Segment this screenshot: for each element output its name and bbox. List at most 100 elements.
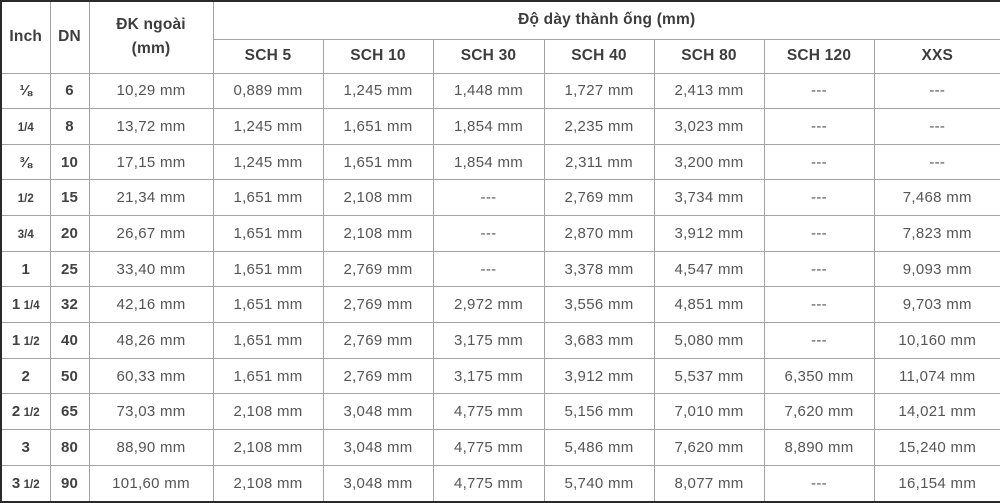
cell-outer-diameter: 48,26 mm	[88, 322, 214, 359]
cell-dn: 6	[49, 72, 90, 110]
cell-sch-sch-120: ---	[763, 143, 875, 181]
inch-whole: ⅜	[19, 153, 33, 171]
cell-sch-sch-40: 2,311 mm	[543, 143, 655, 181]
cell-sch-sch-5: 1,245 mm	[212, 108, 324, 145]
inch-fraction: 3/4	[17, 228, 34, 241]
cell-sch-sch-80: 7,010 mm	[653, 393, 765, 431]
header-wall-thickness-group: Độ dày thành ống (mm)	[212, 0, 1000, 40]
cell-sch-sch-120: 7,620 mm	[763, 393, 875, 431]
table-row: 3 1/2 90 101,60 mm 2,108 mm 3,048 mm 4,775 mm…	[0, 464, 1000, 503]
cell-sch-sch-80: 7,620 mm	[653, 429, 765, 466]
cell-sch-sch-40: 3,556 mm	[543, 286, 655, 324]
cell-sch-xxs: 10,160 mm	[873, 322, 1000, 359]
cell-sch-sch-10: 1,245 mm	[322, 72, 434, 110]
cell-sch-sch-40: 3,683 mm	[543, 322, 655, 359]
inch-fraction: 1/2	[20, 478, 40, 491]
cell-inch: 1 1/2	[0, 322, 51, 359]
cell-sch-sch-30: 2,972 mm	[432, 286, 545, 324]
cell-sch-sch-30: 1,854 mm	[432, 143, 545, 181]
inch-fraction: 1/2	[20, 407, 40, 420]
cell-outer-diameter: 26,67 mm	[88, 215, 214, 252]
header-dn: DN	[49, 0, 90, 74]
cell-sch-sch-10: 3,048 mm	[322, 464, 434, 503]
cell-sch-sch-80: 5,537 mm	[653, 357, 765, 395]
cell-sch-xxs: 14,021 mm	[873, 393, 1000, 431]
cell-sch-sch-80: 3,734 mm	[653, 179, 765, 217]
inch-whole: 1	[21, 260, 31, 278]
cell-inch: ⅜	[0, 143, 51, 181]
cell-sch-sch-120: ---	[763, 286, 875, 324]
cell-sch-sch-30: 1,854 mm	[432, 108, 545, 145]
cell-sch-sch-5: 2,108 mm	[212, 393, 324, 431]
table-row: ⅛ 6 10,29 mm 0,889 mm 1,245 mm 1,448 mm 1,727 …	[0, 72, 1000, 110]
cell-sch-sch-40: 2,235 mm	[543, 108, 655, 145]
header-sch-120: SCH 120	[763, 38, 875, 74]
table-row: ⅜ 10 17,15 mm 1,245 mm 1,651 mm 1,854 mm 2,311…	[0, 143, 1000, 181]
inch-whole: 2	[11, 403, 21, 421]
cell-inch: 1/4	[0, 108, 51, 145]
cell-sch-sch-120: ---	[763, 72, 875, 110]
inch-fraction: 1/2	[17, 193, 34, 206]
cell-sch-sch-10: 2,108 mm	[322, 179, 434, 217]
cell-sch-sch-5: 1,651 mm	[212, 357, 324, 395]
cell-sch-sch-30: ---	[432, 179, 545, 217]
cell-dn: 50	[49, 357, 90, 395]
cell-sch-sch-10: 2,769 mm	[322, 250, 434, 288]
cell-sch-sch-5: 1,651 mm	[212, 215, 324, 252]
cell-sch-sch-80: 3,912 mm	[653, 215, 765, 252]
cell-sch-sch-10: 2,769 mm	[322, 357, 434, 395]
cell-sch-xxs: 11,074 mm	[873, 357, 1000, 395]
cell-sch-sch-30: ---	[432, 215, 545, 252]
cell-sch-sch-5: 1,245 mm	[212, 143, 324, 181]
cell-sch-sch-120: ---	[763, 464, 875, 503]
cell-outer-diameter: 17,15 mm	[88, 143, 214, 181]
cell-sch-sch-120: ---	[763, 215, 875, 252]
header-sch-30: SCH 30	[432, 38, 545, 74]
cell-sch-sch-40: 5,156 mm	[543, 393, 655, 431]
inch-whole: 1	[11, 331, 21, 349]
cell-sch-sch-80: 8,077 mm	[653, 464, 765, 503]
cell-sch-sch-40: 5,740 mm	[543, 464, 655, 503]
cell-sch-sch-40: 2,870 mm	[543, 215, 655, 252]
cell-outer-diameter: 10,29 mm	[88, 72, 214, 110]
inch-whole: 2	[21, 367, 31, 385]
cell-sch-sch-120: 6,350 mm	[763, 357, 875, 395]
cell-sch-sch-30: 3,175 mm	[432, 322, 545, 359]
table-row: 1 25 33,40 mm 1,651 mm 2,769 mm --- 3,378 mm 4,…	[0, 250, 1000, 288]
cell-inch: 3	[0, 429, 51, 466]
cell-dn: 20	[49, 215, 90, 252]
cell-sch-sch-10: 1,651 mm	[322, 108, 434, 145]
cell-sch-sch-5: 2,108 mm	[212, 464, 324, 503]
cell-sch-sch-5: 0,889 mm	[212, 72, 324, 110]
cell-inch: 1 1/4	[0, 286, 51, 324]
cell-sch-sch-30: 4,775 mm	[432, 429, 545, 466]
cell-outer-diameter: 73,03 mm	[88, 393, 214, 431]
cell-inch: 2 1/2	[0, 393, 51, 431]
cell-sch-xxs: 7,468 mm	[873, 179, 1000, 217]
table-row: 1 1/2 40 48,26 mm 1,651 mm 2,769 mm 3,175 mm 3…	[0, 322, 1000, 359]
inch-whole: 3	[11, 474, 21, 492]
inch-fraction: 1/2	[20, 335, 40, 348]
cell-outer-diameter: 33,40 mm	[88, 250, 214, 288]
header-outer-diameter: ĐK ngoài (mm)	[88, 0, 214, 74]
cell-sch-xxs: 15,240 mm	[873, 429, 1000, 466]
cell-sch-sch-80: 2,413 mm	[653, 72, 765, 110]
cell-dn: 15	[49, 179, 90, 217]
header-outer-diameter-line2: (mm)	[131, 40, 171, 58]
cell-sch-sch-30: ---	[432, 250, 545, 288]
cell-dn: 90	[49, 464, 90, 503]
cell-sch-sch-40: 2,769 mm	[543, 179, 655, 217]
table-body: ⅛ 6 10,29 mm 0,889 mm 1,245 mm 1,448 mm 1,727 …	[0, 72, 1000, 503]
cell-sch-sch-5: 1,651 mm	[212, 322, 324, 359]
cell-dn: 10	[49, 143, 90, 181]
cell-dn: 25	[49, 250, 90, 288]
cell-sch-xxs: 7,823 mm	[873, 215, 1000, 252]
cell-dn: 40	[49, 322, 90, 359]
cell-sch-sch-120: ---	[763, 179, 875, 217]
cell-sch-sch-5: 1,651 mm	[212, 250, 324, 288]
inch-whole: 1	[11, 296, 21, 314]
cell-sch-sch-40: 3,378 mm	[543, 250, 655, 288]
cell-sch-sch-5: 1,651 mm	[212, 286, 324, 324]
cell-inch: 3 1/2	[0, 464, 51, 503]
cell-sch-xxs: 9,703 mm	[873, 286, 1000, 324]
